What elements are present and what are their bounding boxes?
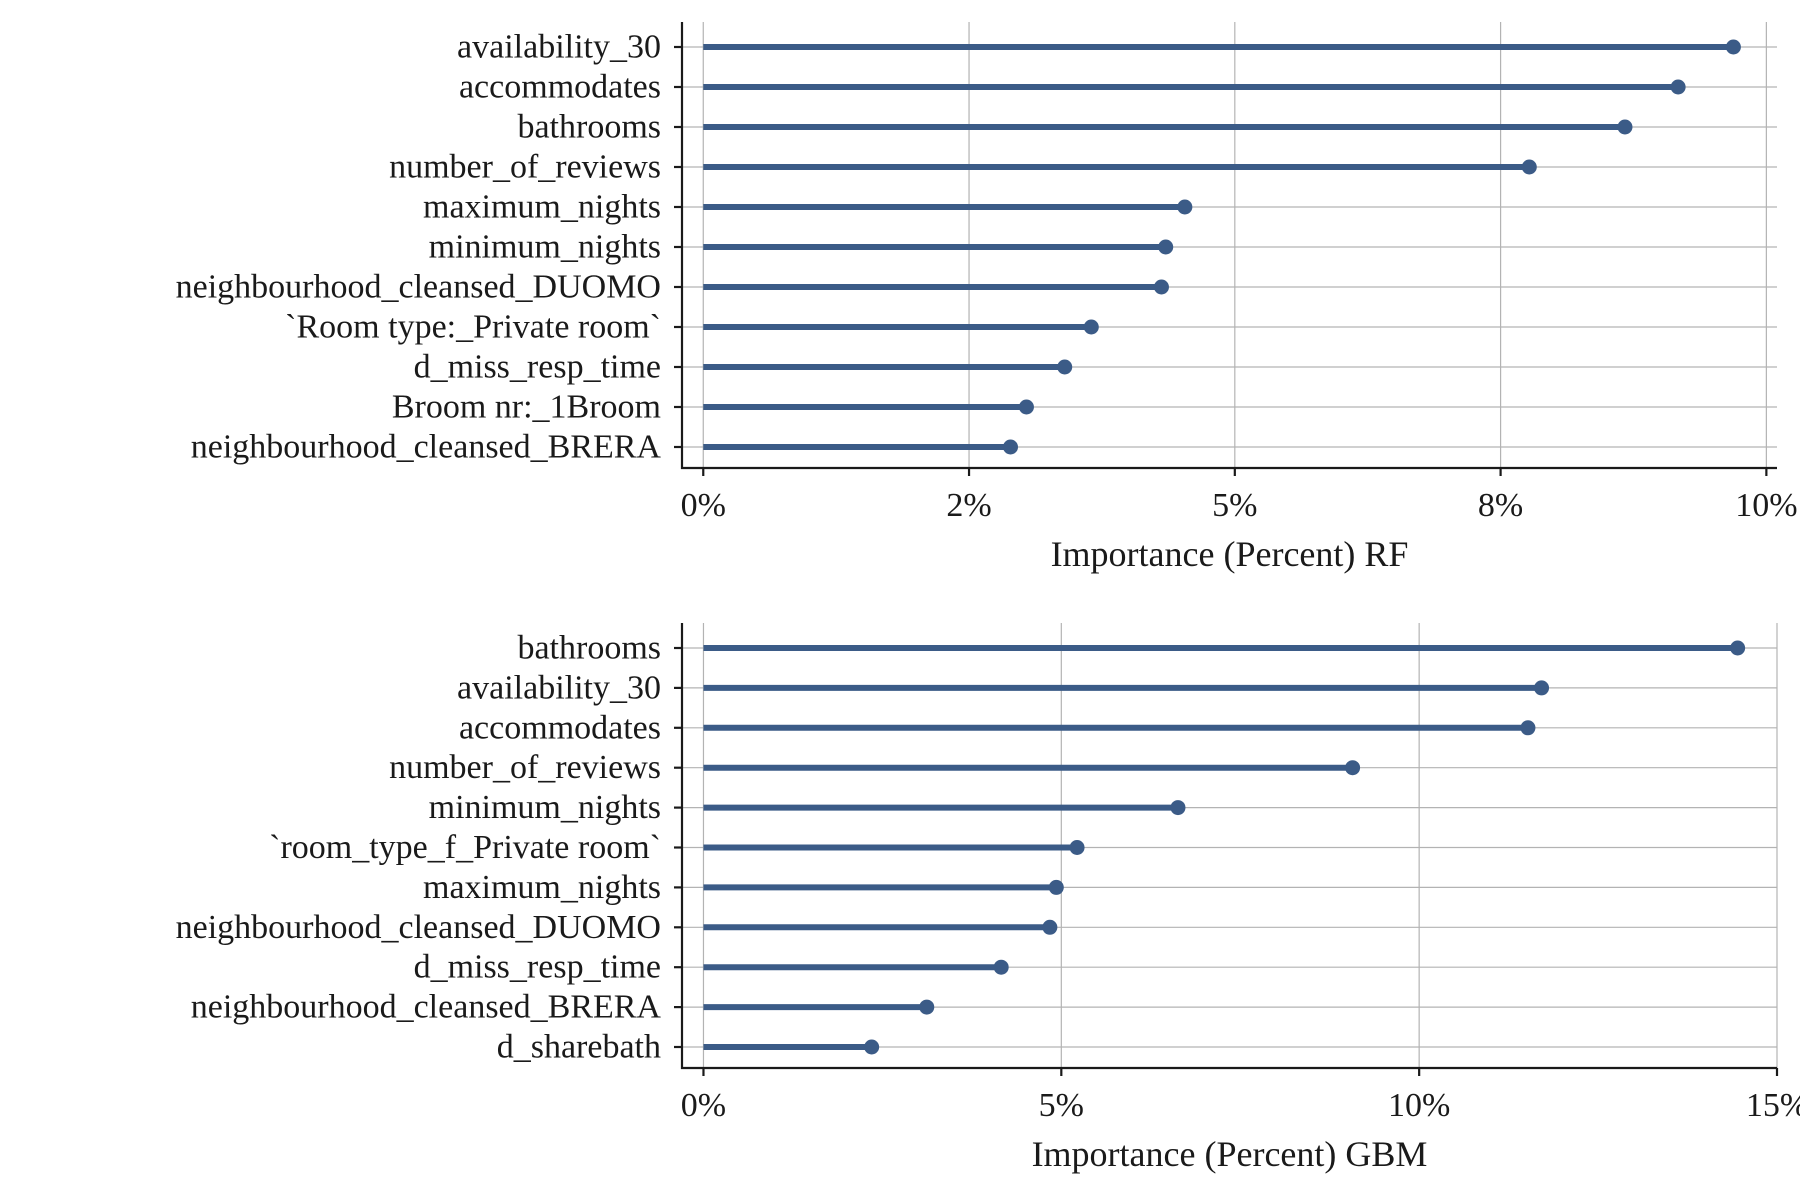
rf-category-label-5: minimum_nights — [429, 229, 661, 266]
rf-category-label-6: neighbourhood_cleansed_DUOMO — [176, 269, 661, 306]
rf-importance-panel: availability_30accommodatesbathroomsnumb… — [176, 22, 1798, 574]
rf-point-5 — [1158, 239, 1174, 255]
rf-category-label-4: maximum_nights — [423, 189, 661, 226]
rf-category-label-7: `Room type:_Private room` — [285, 309, 661, 346]
gbm-xtick-label-1: 5% — [1039, 1087, 1084, 1124]
gbm-point-7 — [1042, 919, 1058, 935]
rf-point-10 — [1003, 439, 1018, 455]
gbm-point-0 — [1730, 640, 1746, 656]
rf-xtick-label-2: 5% — [1212, 487, 1257, 524]
gbm-xtick-label-2: 10% — [1388, 1087, 1450, 1124]
rf-xtick-label-3: 8% — [1478, 487, 1523, 524]
gbm-category-label-0: bathrooms — [517, 630, 661, 667]
rf-x-axis-title: Importance (Percent) RF — [1051, 534, 1409, 574]
rf-xtick-label-0: 0% — [681, 487, 726, 524]
gbm-category-label-10: d_sharebath — [497, 1029, 661, 1066]
rf-xtick-label-4: 10% — [1735, 487, 1797, 524]
rf-point-4 — [1177, 199, 1193, 215]
gbm-category-label-9: neighbourhood_cleansed_BRERA — [191, 989, 662, 1026]
rf-point-8 — [1057, 359, 1073, 375]
gbm-category-label-8: d_miss_resp_time — [414, 949, 661, 986]
gbm-category-label-7: neighbourhood_cleansed_DUOMO — [176, 909, 661, 946]
gbm-category-label-1: availability_30 — [457, 669, 661, 706]
gbm-importance-panel: bathroomsavailability_30accommodatesnumb… — [176, 623, 1800, 1174]
gbm-point-3 — [1345, 760, 1361, 776]
rf-category-label-10: neighbourhood_cleansed_BRERA — [191, 429, 662, 466]
rf-xtick-label-1: 2% — [946, 487, 991, 524]
rf-category-label-9: Broom nr:_1Broom — [392, 389, 661, 426]
rf-point-7 — [1083, 319, 1099, 335]
rf-category-label-3: number_of_reviews — [389, 149, 661, 186]
rf-point-2 — [1617, 119, 1633, 135]
rf-point-6 — [1153, 279, 1169, 295]
gbm-point-4 — [1170, 800, 1186, 816]
gbm-category-label-5: `room_type_f_Private room` — [269, 829, 661, 866]
rf-point-9 — [1018, 399, 1034, 415]
gbm-x-axis-title: Importance (Percent) GBM — [1032, 1134, 1428, 1174]
gbm-point-9 — [919, 999, 935, 1015]
gbm-point-2 — [1520, 720, 1536, 736]
gbm-category-label-3: number_of_reviews — [389, 749, 661, 786]
gbm-category-label-4: minimum_nights — [429, 789, 661, 826]
rf-point-3 — [1521, 159, 1537, 175]
gbm-category-label-6: maximum_nights — [423, 869, 661, 906]
gbm-point-1 — [1534, 680, 1550, 696]
gbm-point-5 — [1069, 840, 1085, 855]
rf-category-label-1: accommodates — [459, 69, 661, 106]
gbm-point-10 — [864, 1039, 880, 1055]
gbm-category-label-2: accommodates — [459, 709, 661, 746]
gbm-point-8 — [993, 959, 1009, 975]
rf-point-0 — [1725, 39, 1741, 55]
rf-category-label-0: availability_30 — [457, 29, 661, 66]
rf-category-label-2: bathrooms — [517, 109, 661, 146]
rf-category-label-8: d_miss_resp_time — [414, 349, 661, 386]
gbm-point-6 — [1048, 879, 1064, 895]
rf-point-1 — [1670, 79, 1686, 95]
gbm-xtick-label-3: 15% — [1746, 1087, 1800, 1124]
gbm-xtick-label-0: 0% — [681, 1087, 726, 1124]
